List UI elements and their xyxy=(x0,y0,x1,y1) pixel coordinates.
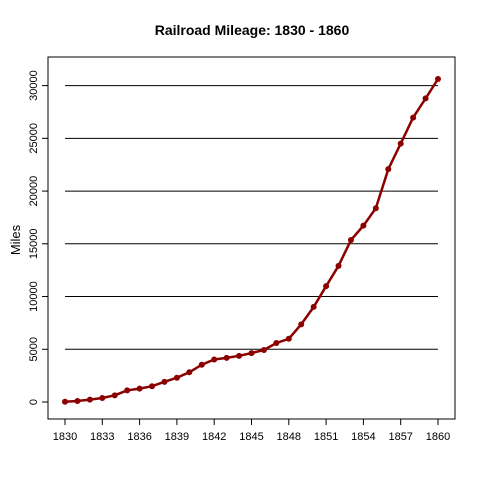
x-tick-label: 1830 xyxy=(53,431,77,443)
data-point-4 xyxy=(111,392,118,399)
data-point-30 xyxy=(435,76,441,82)
data-point-27 xyxy=(397,140,404,147)
data-point-7 xyxy=(149,383,156,390)
data-point-2 xyxy=(86,396,93,403)
y-tick-label: 15000 xyxy=(28,229,40,260)
data-point-24 xyxy=(360,222,367,229)
data-point-3 xyxy=(99,394,106,401)
data-point-20 xyxy=(310,303,317,310)
data-point-19 xyxy=(298,321,305,328)
y-axis-label: Miles xyxy=(8,224,23,255)
data-point-15 xyxy=(248,350,255,357)
data-point-29 xyxy=(422,95,429,102)
data-point-6 xyxy=(136,385,143,392)
data-point-8 xyxy=(161,378,168,385)
data-point-21 xyxy=(323,283,330,290)
data-point-10 xyxy=(186,369,193,376)
data-point-1 xyxy=(74,397,81,404)
data-point-17 xyxy=(273,339,280,346)
data-point-28 xyxy=(410,114,417,121)
data-point-11 xyxy=(198,361,205,368)
gridlines xyxy=(65,85,438,350)
y-tick-label: 0 xyxy=(28,399,40,405)
data-point-16 xyxy=(260,347,267,354)
data-point-22 xyxy=(335,262,342,269)
data-point-13 xyxy=(223,354,230,361)
x-tick-label: 1836 xyxy=(127,431,151,443)
data-point-26 xyxy=(385,166,392,173)
x-tick-label: 1845 xyxy=(239,431,263,443)
data-point-5 xyxy=(124,387,131,394)
x-tick-label: 1857 xyxy=(388,431,412,443)
data-point-14 xyxy=(236,352,243,359)
x-tick-label: 1854 xyxy=(351,431,375,443)
x-tick-label: 1839 xyxy=(165,431,189,443)
data-point-9 xyxy=(173,374,180,381)
axes: 1830 1833 1836 1839 1842 1845 1848 1851 1854 1857… xyxy=(28,70,450,443)
y-tick-label: 20000 xyxy=(28,176,40,207)
chart-title: Railroad Mileage: 1830 - 1860 xyxy=(155,22,350,38)
y-tick-label: 30000 xyxy=(28,70,40,101)
x-tick-label: 1860 xyxy=(426,431,450,443)
x-tick-label: 1833 xyxy=(90,431,114,443)
data-markers xyxy=(62,76,441,405)
y-tick-label: 10000 xyxy=(28,281,40,312)
data-point-23 xyxy=(347,237,354,244)
x-tick-label: 1848 xyxy=(277,431,301,443)
x-tick-label: 1842 xyxy=(202,431,226,443)
y-tick-label: 25000 xyxy=(28,123,40,154)
data-point-18 xyxy=(285,335,292,342)
data-point-0 xyxy=(62,398,68,405)
plot-frame xyxy=(47,56,456,420)
data-point-25 xyxy=(372,205,379,212)
data-point-12 xyxy=(211,356,218,363)
x-tick-label: 1851 xyxy=(314,431,338,443)
y-tick-label: 5000 xyxy=(28,337,40,361)
